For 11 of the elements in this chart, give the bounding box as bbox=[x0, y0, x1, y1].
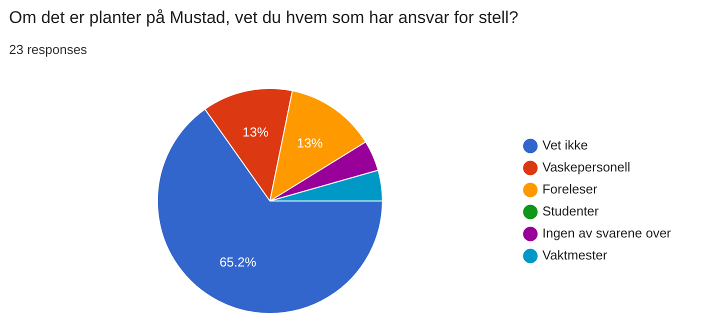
chart-title: Om det er planter på Mustad, vet du hvem som har ansvar for stell? bbox=[9, 8, 518, 28]
data-label: 13% bbox=[242, 124, 270, 140]
legend-label: Vaktmester bbox=[542, 248, 608, 263]
legend-label: Studenter bbox=[542, 204, 600, 219]
legend-label: Vaskepersonell bbox=[542, 160, 630, 175]
data-label: 65.2% bbox=[219, 254, 257, 270]
text: 23 responses bbox=[9, 42, 88, 57]
legend-label: Vet ikke bbox=[542, 138, 588, 153]
data-label: 13% bbox=[296, 135, 324, 150]
legend-label: Foreleser bbox=[542, 182, 598, 197]
legend-label: Ingen av svarene over bbox=[542, 226, 672, 241]
